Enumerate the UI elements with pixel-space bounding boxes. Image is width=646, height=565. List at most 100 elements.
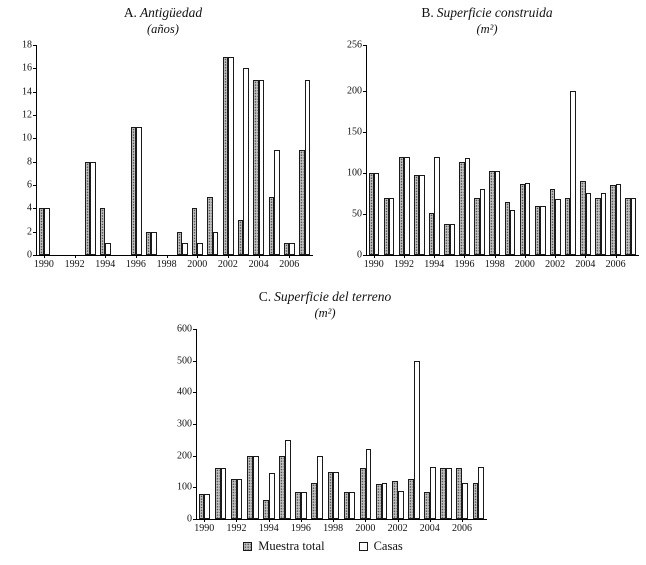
bar-casas xyxy=(600,193,607,255)
y-tick-label: 12 xyxy=(22,109,32,121)
bar-casas xyxy=(252,455,259,519)
bar-muestra-total xyxy=(268,196,275,255)
bar-casas xyxy=(389,197,395,255)
chart-title-text: Antigüedad xyxy=(139,5,203,20)
x-axis-tick xyxy=(524,255,526,258)
bar-muestra-total xyxy=(198,493,205,519)
x-axis-tick xyxy=(555,255,557,258)
y-tick-label: 10 xyxy=(22,132,32,144)
x-axis-tick xyxy=(227,255,229,258)
legend-item-muestra-total: Muestra total xyxy=(243,539,325,554)
bar-muestra-total xyxy=(459,162,465,255)
x-tick-label: 1996 xyxy=(290,523,311,534)
legend-item-casas: Casas xyxy=(358,539,403,554)
x-tick-label: 2000 xyxy=(187,259,208,270)
y-axis-tick xyxy=(193,455,197,457)
bar-casas xyxy=(449,223,455,255)
bar-casas xyxy=(525,182,531,255)
y-axis-tick xyxy=(193,392,197,394)
bar-muestra-total xyxy=(130,126,137,255)
x-tick-label: 1992 xyxy=(64,259,85,270)
plot-area-antiguedad: 0 2 4 6 8 10 12 14 16 18 1990 1992 1994 1996 1998 2000 2… xyxy=(22,40,313,270)
bar-casas xyxy=(585,193,591,255)
bar-muestra-total xyxy=(207,196,213,255)
bar-muestra-total xyxy=(424,492,430,519)
y-axis-tick xyxy=(33,91,37,93)
y-tick-label: 16 xyxy=(22,62,32,74)
bar-muestra-total xyxy=(253,80,259,255)
y-axis-tick xyxy=(33,161,37,163)
x-tick-label: 1990 xyxy=(194,523,215,534)
y-tick-label: 200 xyxy=(177,450,192,462)
y-axis-tick xyxy=(363,45,367,46)
chart-antiguedad: A. Antigüedad (años) 0 2 4 6 8 10 12 14 16 18 1990 1… xyxy=(6,4,320,270)
y-tick-label: 150 xyxy=(347,126,362,138)
bar-muestra-total xyxy=(383,197,390,255)
y-axis-tick xyxy=(33,208,37,210)
y-axis-tick xyxy=(33,138,37,140)
bar-muestra-total xyxy=(359,468,366,519)
x-axis-tick xyxy=(300,519,302,522)
x-axis-tick xyxy=(429,519,431,522)
x-tick-label: 2004 xyxy=(575,259,596,270)
x-tick-label: 1996 xyxy=(454,259,475,270)
bar-muestra-total xyxy=(444,223,450,255)
bar-casas xyxy=(204,493,211,519)
bar-casas xyxy=(494,170,501,255)
x-axis-tick xyxy=(615,255,617,258)
plot-area-superficie-terreno: 0 100 200 300 400 500 600 1990 1992 1994 1996 1998 2… xyxy=(177,324,487,534)
bar-muestra-total xyxy=(549,189,556,255)
x-tick-label: 2000 xyxy=(514,259,535,270)
y-tick-label: 18 xyxy=(22,39,32,51)
bar-muestra-total xyxy=(222,56,229,255)
y-tick-label: 100 xyxy=(177,481,192,493)
x-axis-tick xyxy=(365,519,367,522)
bar-casas xyxy=(509,209,516,255)
x-tick-label: 2006 xyxy=(605,259,626,270)
y-tick-label: 0 xyxy=(187,513,192,525)
y-tick-label: 4 xyxy=(27,202,32,214)
bar-casas xyxy=(404,156,410,255)
bar-casas xyxy=(462,482,468,519)
bar-casas xyxy=(228,56,234,255)
bar-casas xyxy=(212,231,219,255)
bar-casas xyxy=(429,466,436,519)
bar-muestra-total xyxy=(625,197,631,255)
bar-casas xyxy=(446,468,452,519)
bar-muestra-total xyxy=(230,479,237,519)
x-axis-tick xyxy=(236,519,238,522)
bar-casas xyxy=(349,492,356,519)
bar-muestra-total xyxy=(84,161,91,255)
bar-casas xyxy=(365,449,372,519)
x-tick-label: 2006 xyxy=(279,259,300,270)
x-tick-label: 2004 xyxy=(248,259,269,270)
bar-casas xyxy=(381,482,388,519)
bar-muestra-total xyxy=(279,455,285,519)
bar-casas xyxy=(434,157,440,255)
bar-casas xyxy=(478,466,485,519)
bar-muestra-total xyxy=(413,175,420,255)
bar-casas xyxy=(555,199,561,255)
x-tick-label: 1994 xyxy=(258,523,279,534)
bar-casas xyxy=(413,360,420,519)
x-tick-label: 2006 xyxy=(452,523,473,534)
bar-casas xyxy=(151,231,157,255)
legend-swatch-muestra-total xyxy=(243,542,253,551)
y-tick-label: 8 xyxy=(27,156,32,168)
bar-muestra-total xyxy=(472,482,479,519)
bar-casas xyxy=(317,455,323,519)
bar-casas xyxy=(630,197,637,255)
bar-muestra-total xyxy=(295,492,302,519)
x-tick-label: 1996 xyxy=(125,259,146,270)
x-tick-label: 2000 xyxy=(355,523,376,534)
bar-casas xyxy=(333,471,340,519)
chart-title-text: Superficie construida xyxy=(436,5,553,20)
x-axis-tick xyxy=(258,255,260,258)
y-tick-label: 400 xyxy=(177,386,192,398)
legend-swatch-casas xyxy=(358,542,368,551)
y-axis-tick xyxy=(193,487,197,489)
x-axis-tick xyxy=(404,255,406,258)
bar-muestra-total xyxy=(595,197,601,255)
x-tick-label: 1990 xyxy=(363,259,384,270)
bar-muestra-total xyxy=(504,201,510,255)
